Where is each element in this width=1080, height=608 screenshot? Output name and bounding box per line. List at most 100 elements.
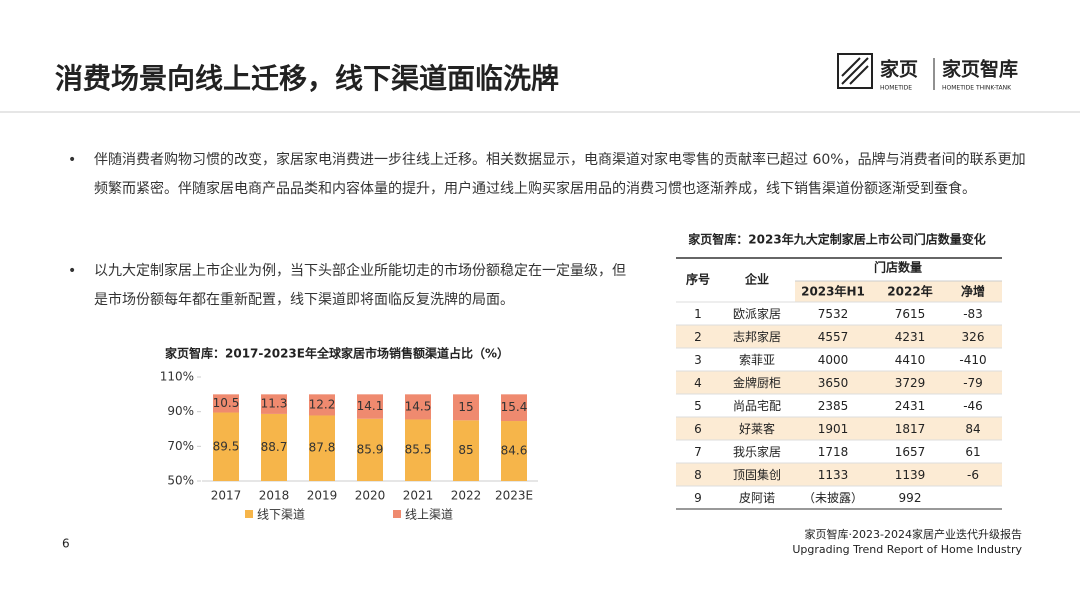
table-cell: -6 <box>967 468 979 482</box>
table-cell: 1901 <box>818 422 849 436</box>
table-cell: 1657 <box>895 445 926 459</box>
bar-segment <box>501 421 527 481</box>
table-header: 门店数量 <box>874 260 922 275</box>
data-label: 88.7 <box>261 440 288 454</box>
table-cell: 992 <box>899 491 922 505</box>
y-tick-label: 50% <box>167 474 194 488</box>
data-label: 87.8 <box>309 441 336 455</box>
table-subheader: 净增 <box>961 284 985 299</box>
table-cell: 金牌厨柜 <box>733 375 781 390</box>
table-cell: 4000 <box>818 353 849 367</box>
bullet: • 以九大定制家居上市企业为例，当下头部企业所能切走的市场份额稳定在一定量级，但是… <box>68 257 628 315</box>
row-bg <box>676 463 1002 486</box>
data-label: 85 <box>458 443 473 457</box>
table-subheader: 2023年H1 <box>801 284 865 299</box>
bullet: • 伴随消费者购物习惯的改变，家居家电消费进一步往线上迁移。相关数据显示，电商渠道… <box>68 146 1028 204</box>
page-number: 6 <box>62 537 70 551</box>
table-cell: 索菲亚 <box>739 353 775 367</box>
row-bg <box>676 371 1002 394</box>
chart-title: 家页智库：2017-2023E年全球家居市场销售额渠道占比（%） <box>165 346 509 361</box>
table-cell: 6 <box>694 422 702 436</box>
table-cell: -410 <box>959 353 986 367</box>
data-label: 89.5 <box>213 439 240 453</box>
x-tick-label: 2023E <box>495 489 533 503</box>
table-cell: （未披露） <box>803 491 863 505</box>
table-cell: 1133 <box>818 468 849 482</box>
legend-swatch <box>393 510 401 518</box>
x-tick-label: 2018 <box>259 489 290 503</box>
data-label: 15 <box>458 400 473 414</box>
table-subheader: 2022年 <box>887 284 932 299</box>
table-cell: 84 <box>965 422 980 436</box>
subheader-bg <box>795 281 1002 302</box>
bar-segment <box>261 394 287 414</box>
table-cell: 3729 <box>895 376 926 390</box>
data-label: 85.5 <box>405 443 432 457</box>
table-cell: -79 <box>963 376 983 390</box>
table-cell: 4557 <box>818 330 849 344</box>
bar-segment <box>405 394 431 420</box>
bar-segment <box>357 418 383 481</box>
bullet-text: 以九大定制家居上市企业为例，当下头部企业所能切走的市场份额稳定在一定量级，但是市… <box>94 263 626 308</box>
table-cell: -83 <box>963 307 983 321</box>
data-label: 15.4 <box>501 400 528 414</box>
table-cell: 4410 <box>895 353 926 367</box>
bar-segment <box>213 412 239 481</box>
bar-segment <box>309 394 335 416</box>
legend-swatch <box>245 510 253 518</box>
bar-segment <box>261 413 287 481</box>
bar-segment <box>213 394 239 413</box>
table-cell: 7532 <box>818 307 849 321</box>
title: 消费场景向线上迁移，线下渠道面临洗牌 <box>55 62 559 95</box>
logo: 家页 HOMETIDE 家页智库 HOMETIDE THINK-TANK <box>837 53 1018 92</box>
table-cell: 我乐家居 <box>733 444 781 459</box>
row-bg <box>676 325 1002 348</box>
data-label: 84.6 <box>501 444 528 458</box>
y-tick-label: 70% <box>167 439 194 453</box>
table-cell: 尚品宅配 <box>733 398 781 413</box>
bar-segment <box>453 420 479 481</box>
table-cell: 7 <box>694 445 702 459</box>
table-cell: 1817 <box>895 422 926 436</box>
bullet-text: 伴随消费者购物习惯的改变，家居家电消费进一步往线上迁移。相关数据显示，电商渠道对… <box>94 152 1026 197</box>
data-label: 14.1 <box>357 399 384 413</box>
x-tick-label: 2022 <box>451 489 482 503</box>
logo-text: 家页 <box>880 58 918 81</box>
row-bg <box>676 417 1002 440</box>
y-tick-label: 90% <box>167 404 194 418</box>
data-label: 11.3 <box>261 397 288 411</box>
table-cell: 3 <box>694 353 702 367</box>
x-tick-label: 2021 <box>403 489 434 503</box>
data-label: 14.5 <box>405 399 432 413</box>
table-cell: 好莱客 <box>739 421 775 436</box>
y-tick-label: 110% <box>160 370 194 384</box>
table-cell: 欧派家居 <box>733 306 781 321</box>
table-cell: 1718 <box>818 445 849 459</box>
table-cell: 1 <box>694 307 702 321</box>
table-cell: 4231 <box>895 330 926 344</box>
table-cell: 8 <box>694 468 702 482</box>
table-cell: 7615 <box>895 307 926 321</box>
x-tick-label: 2017 <box>211 489 242 503</box>
bar-segment <box>501 394 527 422</box>
data-label: 12.2 <box>309 397 336 411</box>
table-cell: 2431 <box>895 399 926 413</box>
legend-label: 线下渠道 <box>257 508 305 522</box>
data-label: 85.9 <box>357 442 384 456</box>
legend-label: 线上渠道 <box>405 508 453 522</box>
table-cell: 61 <box>965 445 980 459</box>
table-cell: 顶固集创 <box>733 467 781 482</box>
bar-segment <box>357 394 383 419</box>
table-cell: 皮阿诺 <box>739 491 775 505</box>
bar-segment <box>453 394 479 421</box>
bar-segment <box>309 415 335 481</box>
logo-text: HOMETIDE THINK-TANK <box>942 85 1012 92</box>
data-label: 10.5 <box>213 396 240 410</box>
footer-text: 家页智库·2023-2024家居产业迭代升级报告 <box>805 527 1022 541</box>
logo-text: 家页智库 <box>942 58 1018 81</box>
x-tick-label: 2019 <box>307 489 338 503</box>
table-cell: 2385 <box>818 399 849 413</box>
footer-text: Upgrading Trend Report of Home Industry <box>792 543 1022 556</box>
